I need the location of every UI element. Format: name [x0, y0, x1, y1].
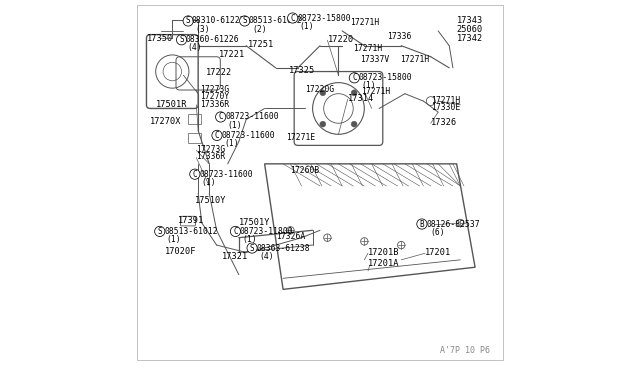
- Text: B: B: [420, 219, 424, 228]
- Text: C: C: [352, 73, 356, 82]
- Text: (1): (1): [167, 235, 181, 244]
- Text: C: C: [291, 13, 295, 22]
- Text: (3): (3): [196, 25, 210, 33]
- Text: 17342: 17342: [456, 34, 483, 43]
- Text: 08126-82537: 08126-82537: [426, 219, 480, 228]
- Text: 25060: 25060: [456, 25, 483, 33]
- Text: 17510Y: 17510Y: [195, 196, 226, 205]
- Text: 17391: 17391: [178, 216, 204, 225]
- Text: S: S: [179, 35, 184, 44]
- Text: 08513-61012: 08513-61012: [248, 16, 302, 25]
- Text: 08310-61222: 08310-61222: [192, 16, 246, 25]
- Text: 17273G: 17273G: [200, 85, 229, 94]
- Text: 08723-11600: 08723-11600: [225, 112, 279, 121]
- Text: 17273G: 17273G: [196, 145, 225, 154]
- Text: 17271H: 17271H: [401, 55, 429, 64]
- Text: 17222: 17222: [206, 68, 232, 77]
- Text: 17220: 17220: [328, 35, 355, 44]
- Text: 17201A: 17201A: [368, 259, 399, 269]
- Text: 17271H: 17271H: [360, 87, 390, 96]
- Text: 17336: 17336: [387, 32, 412, 41]
- Text: 17501Y: 17501Y: [239, 218, 270, 227]
- Text: 17343: 17343: [456, 16, 483, 25]
- Text: 17221: 17221: [218, 50, 244, 59]
- Text: 17201B: 17201B: [368, 248, 399, 257]
- Text: 08723-11600: 08723-11600: [199, 170, 253, 179]
- Text: 17337V: 17337V: [360, 55, 389, 64]
- Text: S: S: [157, 227, 162, 236]
- Text: 17201: 17201: [425, 248, 451, 257]
- Text: (1): (1): [224, 139, 239, 148]
- Text: (4): (4): [187, 44, 202, 52]
- Text: 17326A: 17326A: [276, 232, 305, 241]
- Text: 08723-11600: 08723-11600: [221, 131, 275, 140]
- Text: A'7P 10 P6: A'7P 10 P6: [440, 346, 490, 355]
- Circle shape: [320, 90, 326, 96]
- Text: (1): (1): [300, 22, 314, 31]
- Text: 17271H: 17271H: [431, 96, 460, 105]
- Text: 17326: 17326: [431, 118, 457, 127]
- Text: 17336R: 17336R: [196, 152, 225, 161]
- Text: (4): (4): [259, 251, 274, 261]
- Text: 17330E: 17330E: [431, 103, 460, 112]
- Text: (1): (1): [228, 121, 243, 129]
- Text: S: S: [243, 16, 247, 25]
- Text: 17270X: 17270X: [150, 117, 182, 126]
- Circle shape: [351, 90, 357, 96]
- Text: 08363-61238: 08363-61238: [257, 244, 310, 253]
- Text: (6): (6): [431, 228, 445, 237]
- Text: 17220G: 17220G: [305, 85, 335, 94]
- Text: (1): (1): [202, 178, 216, 187]
- Text: 17270Y: 17270Y: [200, 92, 229, 101]
- Text: 17260B: 17260B: [291, 166, 320, 175]
- Circle shape: [351, 121, 357, 127]
- Text: 08723-15800: 08723-15800: [297, 13, 351, 22]
- Text: S: S: [250, 244, 254, 253]
- Text: 17271H: 17271H: [353, 44, 383, 53]
- Text: S: S: [186, 16, 191, 25]
- Text: 08360-61226: 08360-61226: [185, 35, 239, 44]
- Text: 17321: 17321: [222, 251, 248, 261]
- Text: 08723-11800: 08723-11800: [240, 227, 294, 236]
- Text: 08513-61012: 08513-61012: [164, 227, 218, 236]
- Text: 17271H: 17271H: [350, 18, 380, 27]
- Text: 17271E: 17271E: [286, 133, 316, 142]
- Text: C: C: [218, 112, 223, 121]
- Text: 17325: 17325: [289, 66, 315, 75]
- Text: 17020F: 17020F: [165, 247, 196, 256]
- Text: 17251: 17251: [248, 41, 275, 49]
- Text: 08723-15800: 08723-15800: [359, 73, 412, 82]
- Circle shape: [320, 121, 326, 127]
- Text: (2): (2): [252, 25, 267, 33]
- Text: 17336R: 17336R: [200, 100, 229, 109]
- Text: (1): (1): [243, 235, 257, 244]
- Text: C: C: [233, 227, 238, 236]
- Text: (1): (1): [362, 81, 376, 90]
- Text: 17314: 17314: [348, 94, 374, 103]
- Text: 17501R: 17501R: [156, 100, 187, 109]
- Text: C: C: [214, 131, 220, 140]
- Text: 17350: 17350: [147, 34, 173, 43]
- Text: C: C: [193, 170, 197, 179]
